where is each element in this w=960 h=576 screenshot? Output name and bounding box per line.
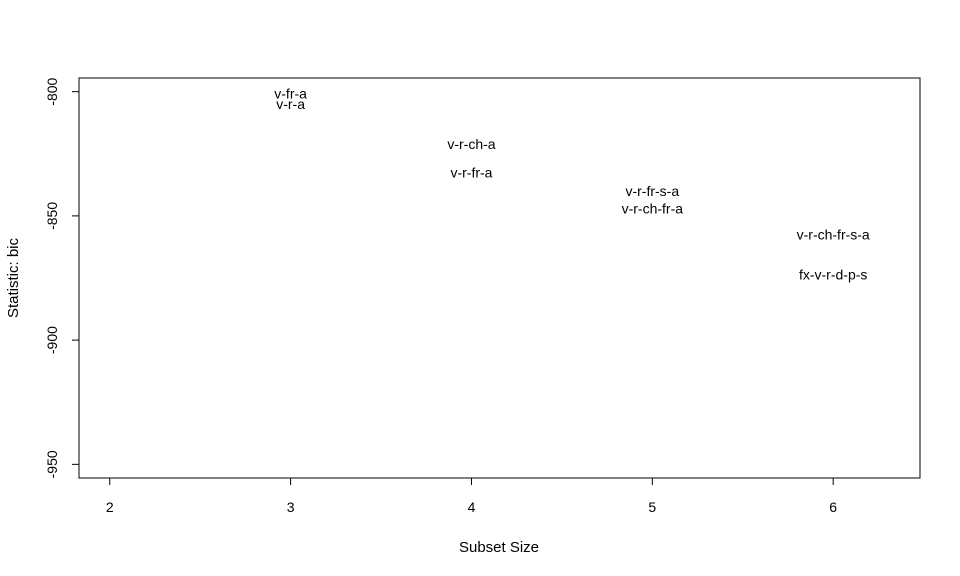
x-tick-label: 4 [468,499,476,515]
point-label: fx-v-r-d-p-s [799,267,867,283]
x-tick-label: 3 [287,499,295,515]
y-tick-label: -850 [44,202,60,230]
x-tick-label: 6 [829,499,837,515]
x-tick-label: 2 [106,499,114,515]
point-label: v-r-fr-s-a [625,183,679,199]
point-label: v-r-fr-a [450,165,492,181]
point-label: v-r-ch-a [447,136,495,152]
point-label: v-r-a [276,96,305,112]
y-tick-label: -950 [44,450,60,478]
y-tick-label: -900 [44,326,60,354]
y-tick-label: -800 [44,77,60,105]
y-axis: -800 -850 -900 -950 [44,77,80,478]
point-label: v-r-ch-fr-a [622,200,684,216]
point-label: v-fr-a [274,86,307,102]
x-axis: 2 3 4 5 6 [106,477,837,515]
x-axis-title: Subset Size [459,539,539,556]
plot-frame [78,77,921,479]
point-labels: v-fr-av-r-av-r-ch-av-r-fr-av-r-fr-s-av-r… [274,86,870,283]
y-axis-title: Statistic: bic [5,237,22,318]
x-tick-label: 5 [648,499,656,515]
point-label: v-r-ch-fr-s-a [797,227,870,243]
